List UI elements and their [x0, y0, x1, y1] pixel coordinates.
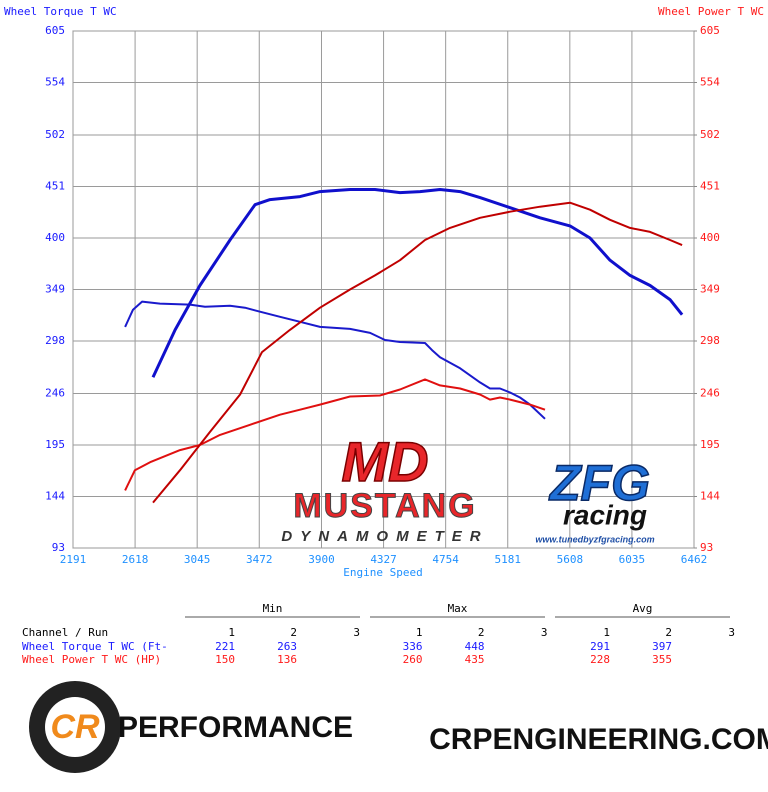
series-line	[124, 300, 546, 420]
y-tick-label: 144	[45, 490, 65, 503]
series-line	[124, 378, 546, 491]
x-tick-label: 5181	[494, 553, 521, 566]
run-number: 3	[541, 626, 548, 639]
table-cell: 291	[590, 640, 610, 653]
watermarks: MD MUSTANG DYNAMOMETER ZFG racing www.tu…	[281, 429, 654, 545]
table-cell: 355	[652, 653, 672, 666]
table-cell: 336	[403, 640, 423, 653]
y2-tick-label: 93	[700, 541, 713, 554]
y2-tick-label: 554	[700, 75, 720, 88]
table-cell: 150	[215, 653, 235, 666]
table-cell: 448	[465, 640, 485, 653]
series-line	[151, 188, 684, 378]
x-tick-label: 2191	[60, 553, 87, 566]
table-cell: 263	[277, 640, 297, 653]
gear-hole	[45, 697, 105, 757]
x-tick-label: 3045	[184, 553, 211, 566]
y2-axis-title: Wheel Power T WC	[658, 5, 764, 18]
run-number: 3	[353, 626, 360, 639]
x-tick-label: 5608	[557, 553, 584, 566]
table-cell: 435	[465, 653, 485, 666]
racing-logo: racing	[563, 499, 647, 530]
y2-tick-label: 400	[700, 231, 720, 244]
mustang-logo: MUSTANG	[293, 487, 476, 525]
y-tick-label: 554	[45, 75, 65, 88]
cr-logo: CR	[50, 708, 100, 746]
group-header: Max	[448, 602, 468, 615]
row-name: Wheel Torque T WC (Ft-	[22, 640, 168, 653]
zfg-logo: ZFG	[548, 455, 650, 511]
row-name: Wheel Power T WC (HP)	[22, 653, 161, 666]
table-cell: 397	[652, 640, 672, 653]
y-tick-label: 605	[45, 24, 65, 37]
y2-tick-label: 298	[700, 334, 720, 347]
run-number: 1	[228, 626, 235, 639]
x-tick-label: 3472	[246, 553, 273, 566]
x-tick-label: 4327	[370, 553, 397, 566]
y2-tick-label: 349	[700, 283, 720, 296]
y2-tick-label: 502	[700, 128, 720, 141]
table-cell: 228	[590, 653, 610, 666]
performance-logo: PERFORMANCE	[118, 711, 353, 744]
y2-tick-label: 605	[700, 24, 720, 37]
run-number: 3	[728, 626, 735, 639]
md-logo: MD	[341, 430, 428, 493]
run-number: 2	[290, 626, 297, 639]
run-number: 2	[665, 626, 672, 639]
y-tick-label: 451	[45, 180, 65, 193]
table-cell: 136	[277, 653, 297, 666]
y-tick-label: 502	[45, 128, 65, 141]
table-cell: 221	[215, 640, 235, 653]
dynamometer-logo: DYNAMOMETER	[281, 528, 488, 545]
y-tick-label: 400	[45, 231, 65, 244]
zfg-url: www.tunedbyzfgracing.com	[535, 534, 654, 544]
x-axis-title: Engine Speed	[343, 566, 422, 579]
y2-tick-label: 144	[700, 490, 720, 503]
y-tick-label: 93	[52, 541, 65, 554]
y2-tick-label: 451	[700, 180, 720, 193]
group-header: Avg	[633, 602, 653, 615]
run-number: 1	[603, 626, 610, 639]
x-tick-label: 6035	[619, 553, 646, 566]
y-tick-label: 246	[45, 387, 65, 400]
group-header: Min	[263, 602, 283, 615]
y-tick-label: 349	[45, 283, 65, 296]
x-tick-label: 2618	[122, 553, 149, 566]
x-tick-label: 6462	[681, 553, 708, 566]
y-axis-title: Wheel Torque T WC	[4, 5, 117, 18]
series-line	[152, 201, 683, 504]
run-number: 2	[478, 626, 485, 639]
table-cell: 260	[403, 653, 423, 666]
x-tick-label: 3900	[308, 553, 335, 566]
run-number: 1	[416, 626, 423, 639]
y-tick-label: 195	[45, 438, 65, 451]
table-header: Channel / Run	[22, 626, 108, 639]
y2-tick-label: 246	[700, 387, 720, 400]
y2-tick-label: 195	[700, 438, 720, 451]
website: CRPENGINEERING.COM	[429, 723, 768, 756]
y-tick-label: 298	[45, 334, 65, 347]
footer: CR PERFORMANCE CRPENGINEERING.COM	[29, 681, 768, 773]
x-tick-label: 4754	[432, 553, 459, 566]
